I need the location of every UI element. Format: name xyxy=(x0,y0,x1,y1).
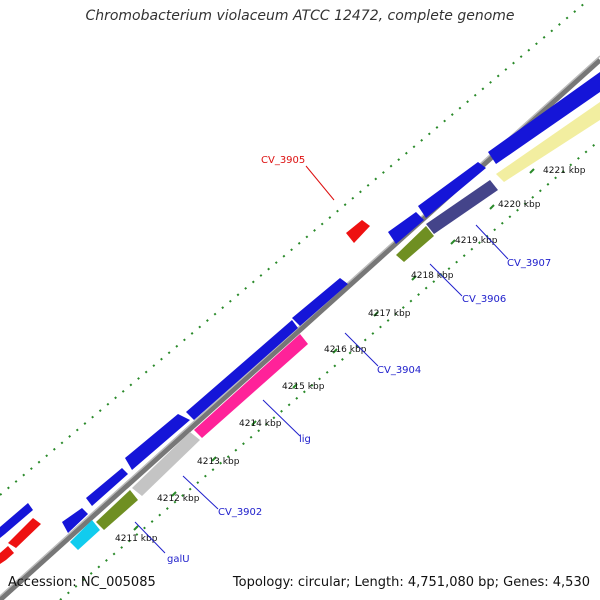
gene-arrow[interactable] xyxy=(8,518,41,548)
gene-label-lig[interactable]: lig xyxy=(299,434,311,445)
tick-label: 4214 kbp xyxy=(239,419,282,429)
gene-block[interactable] xyxy=(496,102,600,182)
gene-label-cv3906[interactable]: CV_3906 xyxy=(462,294,506,305)
gene-arrow[interactable] xyxy=(346,220,370,243)
gene-block[interactable] xyxy=(194,334,308,438)
tick-label: 4221 kbp xyxy=(543,166,586,176)
tick-labels: 4211 kbp 4212 kbp 4213 kbp 4214 kbp 4215… xyxy=(115,166,586,544)
gene-labels: galU CV_3902 lig CV_3904 CV_3905 CV_3906… xyxy=(167,155,551,565)
gene-arrow[interactable] xyxy=(86,468,128,506)
label-leaders xyxy=(134,165,509,554)
gene-arrow[interactable] xyxy=(418,162,486,218)
major-ticks xyxy=(133,168,535,531)
tick-label: 4215 kbp xyxy=(282,382,325,392)
gene-block[interactable] xyxy=(396,226,434,262)
inner-dotted-track xyxy=(59,139,600,600)
gene-block[interactable] xyxy=(132,432,200,496)
tick-label: 4217 kbp xyxy=(368,309,411,319)
tick-label: 4216 kbp xyxy=(324,345,367,355)
gene-arrow[interactable] xyxy=(186,320,298,420)
tick-label: 4220 kbp xyxy=(498,200,541,210)
gene-arrow[interactable] xyxy=(388,212,424,244)
gene-block[interactable] xyxy=(426,180,498,234)
outer-dotted-track xyxy=(0,0,591,496)
tick-label: 4218 kbp xyxy=(411,271,454,281)
gene-label-galU[interactable]: galU xyxy=(167,554,190,565)
gene-block[interactable] xyxy=(96,490,138,530)
gene-block[interactable] xyxy=(70,520,100,550)
genome-title: Chromobacterium violaceum ATCC 12472, co… xyxy=(85,8,515,24)
gene-label-cv3905[interactable]: CV_3905 xyxy=(261,155,305,166)
tick-label: 4213 kbp xyxy=(197,457,240,467)
accession-text: Accession: NC_005085 xyxy=(8,575,156,590)
tick-label: 4212 kbp xyxy=(157,494,200,504)
gene-label-cv3907[interactable]: CV_3907 xyxy=(507,258,551,269)
gene-arrow[interactable] xyxy=(0,546,14,564)
inner-strand-genes xyxy=(70,102,600,550)
gene-arrow[interactable] xyxy=(488,72,600,164)
gene-label-cv3902[interactable]: CV_3902 xyxy=(218,507,262,518)
gene-label-cv3904[interactable]: CV_3904 xyxy=(377,365,421,376)
tick-label: 4219 kbp xyxy=(455,236,498,246)
outer-strand-genes xyxy=(0,72,600,564)
gene-arrow[interactable] xyxy=(62,508,88,533)
gene-arrow[interactable] xyxy=(125,414,190,470)
gene-arrow[interactable] xyxy=(0,503,33,538)
topology-summary: Topology: circular; Length: 4,751,080 bp… xyxy=(232,575,590,590)
tick-label: 4211 kbp xyxy=(115,534,158,544)
gene-arrow[interactable] xyxy=(292,278,348,326)
